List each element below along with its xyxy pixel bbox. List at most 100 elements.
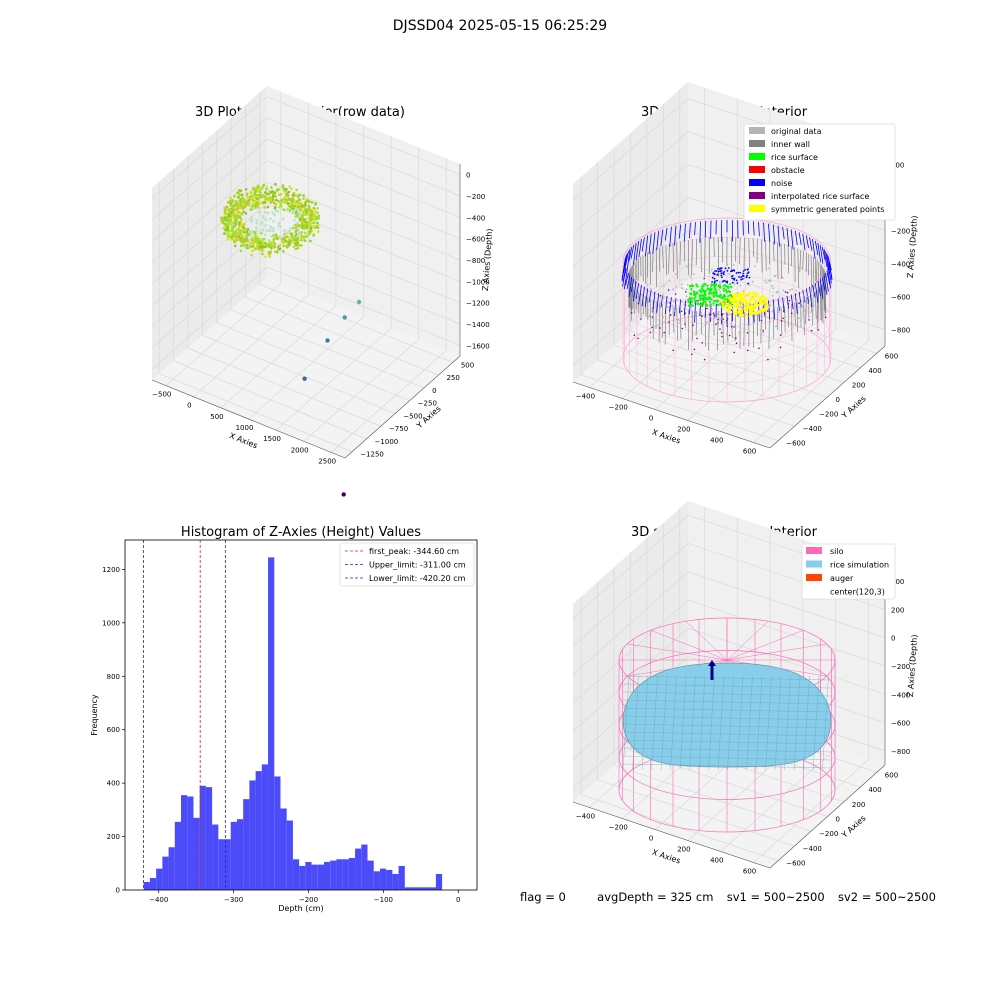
x-tick-label: −100 [374,896,393,904]
cls-noise-point [737,271,740,274]
cls-original-point [718,289,720,291]
raw-data-point [316,207,319,210]
cls-rice-surface-point [716,303,719,307]
histogram-bar [398,865,405,890]
histogram-bar [193,817,200,890]
sim-rice-mesh [632,675,639,771]
cls-original-point [804,298,806,301]
cls-rice-surface-point [698,289,702,292]
cls-original-point [774,274,777,277]
cls-symmetric-point [764,300,767,304]
cls-original-point [748,284,750,286]
raw-data-point [250,245,254,248]
raw-data-point [275,190,278,193]
cls-interp-point [659,327,661,329]
cls-original-point [765,281,768,284]
y-axis-label: Frequency [90,694,99,736]
cls-inner-wall-mark [722,312,724,345]
sim-rice-mesh [708,675,715,771]
sim-rice-mesh [717,675,725,771]
cls-noise-mark [823,274,828,295]
raw-data-point [231,207,234,210]
raw-data-point [255,221,259,225]
raw-data-point [258,211,262,214]
raw-data-point [283,188,286,191]
cls-noise-mark [674,298,677,317]
cls-interp-point [701,342,703,344]
cls-rice-surface-point [704,282,707,286]
cls-noise-point [746,268,749,271]
sim-rice-mesh [803,675,810,771]
sim-rice-mesh [774,675,782,771]
cls-inner-wall-mark [734,312,737,342]
raw-data-point [249,234,253,238]
cls-interp-point [684,304,687,306]
raw-data-point [261,252,264,256]
raw-data-point [288,238,291,242]
cls-interp-point [798,302,800,305]
sim-silo-wire [627,643,728,661]
status-flag: flag = 0 [520,890,566,904]
raw-data-point [272,229,275,233]
raw-data-point [255,226,258,230]
raw-data-point [251,240,254,244]
cls-interp-point [779,346,782,349]
raw-data-point [287,190,291,194]
cls-inner-wall-mark [668,244,670,274]
cls-noise-mark [635,282,640,299]
cls-noise-mark [805,235,809,249]
cls-interp-point [767,310,769,312]
raw-y-axis [344,355,461,459]
cls-noise-point [713,281,716,284]
raw-y-tick-label: 0 [432,387,436,395]
sim-grid-line [613,764,812,832]
cls-inner-wall-mark [630,281,632,321]
cls-noise-mark [747,220,750,234]
raw-data-point [273,213,276,217]
cls-interp-point [810,329,813,332]
raw-data-point [253,204,257,207]
cls-noise-mark [790,229,794,250]
raw-data-point [300,224,304,227]
cls-noise-mark [641,237,645,252]
raw-y-tick-label: −250 [418,400,437,408]
cls-noise-mark [648,233,652,255]
raw-data-point [257,201,260,204]
cls-symmetric-point [737,311,740,314]
cls-interp-point [697,299,699,302]
cls-rice-surface-point [699,294,703,297]
cls-original-point [680,300,683,303]
raw-data-point [309,239,312,243]
cls-symmetric-point [727,307,730,311]
cls-noise-mark [626,274,631,289]
cls-interp-point [747,349,749,352]
raw-data-point [223,206,226,210]
cls-symmetric-point [741,314,745,317]
cls-symmetric-point [744,302,748,305]
sim-z-tick-label: 400 [891,578,904,586]
cls-noise-point [715,270,718,272]
raw-data-point [281,217,285,221]
raw-data-point [262,237,266,241]
raw-data-point [287,230,291,234]
raw-data-point [274,209,278,213]
raw-x-tick-label: −500 [152,391,171,399]
cls-rice-surface-point [723,284,726,287]
sim-grid-line [597,779,795,847]
raw-data-point [294,241,297,245]
cls-original-point [803,293,805,296]
raw-data-point [255,198,259,201]
cls-rice-surface-point [692,291,696,294]
cls-interp-point [692,324,694,327]
raw-data-point [234,222,237,226]
cls-symmetric-point [739,293,743,297]
sim-auger [708,660,716,666]
raw-data-point [255,242,259,245]
cls-noise-mark [678,224,682,239]
raw-data-point [261,201,265,204]
cls-inner-wall-mark [803,298,805,336]
cls-symmetric-point [724,299,728,303]
cls-symmetric-point [764,305,767,309]
cls-noise-mark [669,297,672,312]
cls-rice-surface-point [719,302,722,306]
